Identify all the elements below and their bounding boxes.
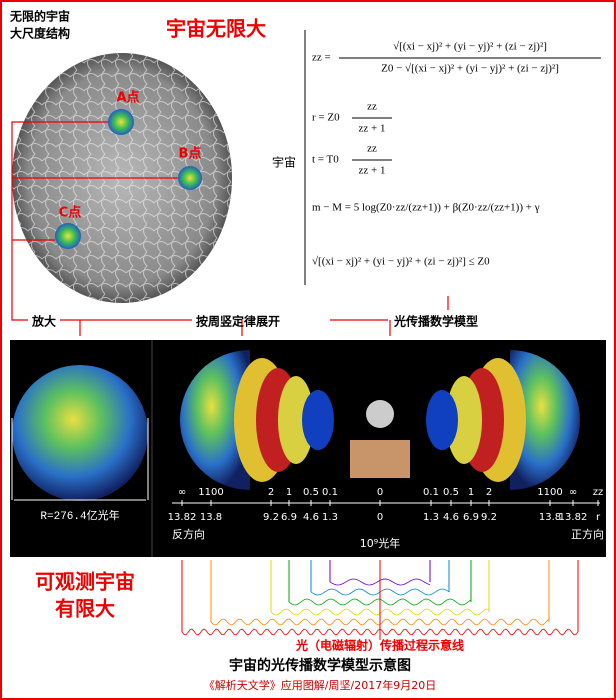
r-label: 6.9	[281, 512, 297, 523]
z-label: 1100	[198, 487, 223, 498]
z-label: 0.1	[322, 487, 338, 498]
cmb-sphere	[12, 365, 148, 501]
z-label: ∞	[569, 487, 577, 498]
formula-num: zz	[367, 143, 377, 155]
r-label: 4.6	[303, 512, 319, 523]
r-label: 13.82	[168, 512, 197, 523]
label-bg	[8, 8, 94, 44]
r-label: 1.3	[423, 512, 439, 523]
r-label: 0	[377, 512, 383, 523]
right-shells	[426, 350, 580, 490]
wave-caption: 光（电磁辐射）传播过程示意线	[295, 638, 464, 653]
r-label: 9.2	[481, 512, 497, 523]
formula-num: √[(xi − xj)² + (yi − yj)² + (zi − zj)²]	[393, 41, 547, 53]
point-b	[178, 166, 202, 190]
z-label: 0.5	[443, 487, 459, 498]
formula-den: zz + 1	[359, 123, 386, 135]
point-label: C点	[59, 205, 82, 221]
flow-step: 光传播数学模型	[393, 314, 478, 329]
title: 宇宙无限大	[166, 17, 266, 41]
formula-den: Z0 − √[(xi − xj)² + (yi − yj)² + (zi − z…	[381, 63, 559, 75]
left-shells	[180, 350, 334, 490]
formula-label: 宇宙	[272, 155, 296, 170]
finite-label: 有限大	[55, 597, 115, 621]
formula: m − M = 5 log(Z0·zz/(zz+1)) + β(Z0·zz/(z…	[312, 202, 540, 214]
direction: 反方向	[172, 527, 205, 541]
observer	[350, 440, 410, 478]
formula-lhs: zz =	[312, 52, 331, 64]
r-label: 6.9	[463, 512, 479, 523]
z-label: 2	[268, 487, 274, 498]
direction: 正方向	[571, 527, 604, 541]
footer-title: 宇宙的光传播数学模型示意图	[229, 657, 411, 674]
z-label: ∞	[178, 487, 186, 498]
radius-bracket	[11, 418, 149, 501]
formula-lhs: r = Z0	[312, 112, 340, 124]
unit: 10⁹光年	[360, 536, 400, 550]
radius-label: R=276.4亿光年	[40, 508, 119, 523]
r-label: 4.6	[443, 512, 459, 523]
z-label: 1100	[537, 487, 562, 498]
formula-num: zz	[367, 101, 377, 113]
r-label: 13.8	[539, 512, 561, 523]
point-label: A点	[116, 90, 139, 106]
z-label: 1	[468, 487, 474, 498]
finite-label: 可观测宇宙	[35, 570, 135, 594]
earth	[366, 400, 394, 428]
point-c	[55, 223, 81, 249]
flow-step: 按周竖定律展开	[196, 314, 280, 329]
flow-step: 放大	[31, 314, 56, 329]
r-label: 9.2	[263, 512, 279, 523]
r-label: 13.82	[559, 512, 588, 523]
z-label: 0	[377, 487, 383, 498]
connectors	[11, 121, 449, 336]
z-label: 0.5	[303, 487, 319, 498]
z-label: zz	[593, 487, 604, 498]
r-label: 13.8	[200, 512, 222, 523]
formula-lhs: t = T0	[312, 154, 339, 166]
footer-credit: 《解析天文学》应用图解/周坚/2017年9月20日	[204, 678, 436, 692]
subtitle: 大尺度结构	[10, 26, 70, 41]
z-label: 2	[486, 487, 492, 498]
formula-den: zz + 1	[359, 165, 386, 177]
z-label: 1	[286, 487, 292, 498]
r-label: r	[596, 512, 601, 523]
subtitle: 无限的宇宙	[9, 9, 70, 24]
point-a	[108, 109, 134, 135]
point-label: B点	[179, 146, 202, 162]
z-label: 0.1	[423, 487, 439, 498]
formula: √[(xi − xj)² + (yi − yj)² + (zi − zj)²] …	[312, 256, 490, 268]
r-label: 1.3	[322, 512, 338, 523]
